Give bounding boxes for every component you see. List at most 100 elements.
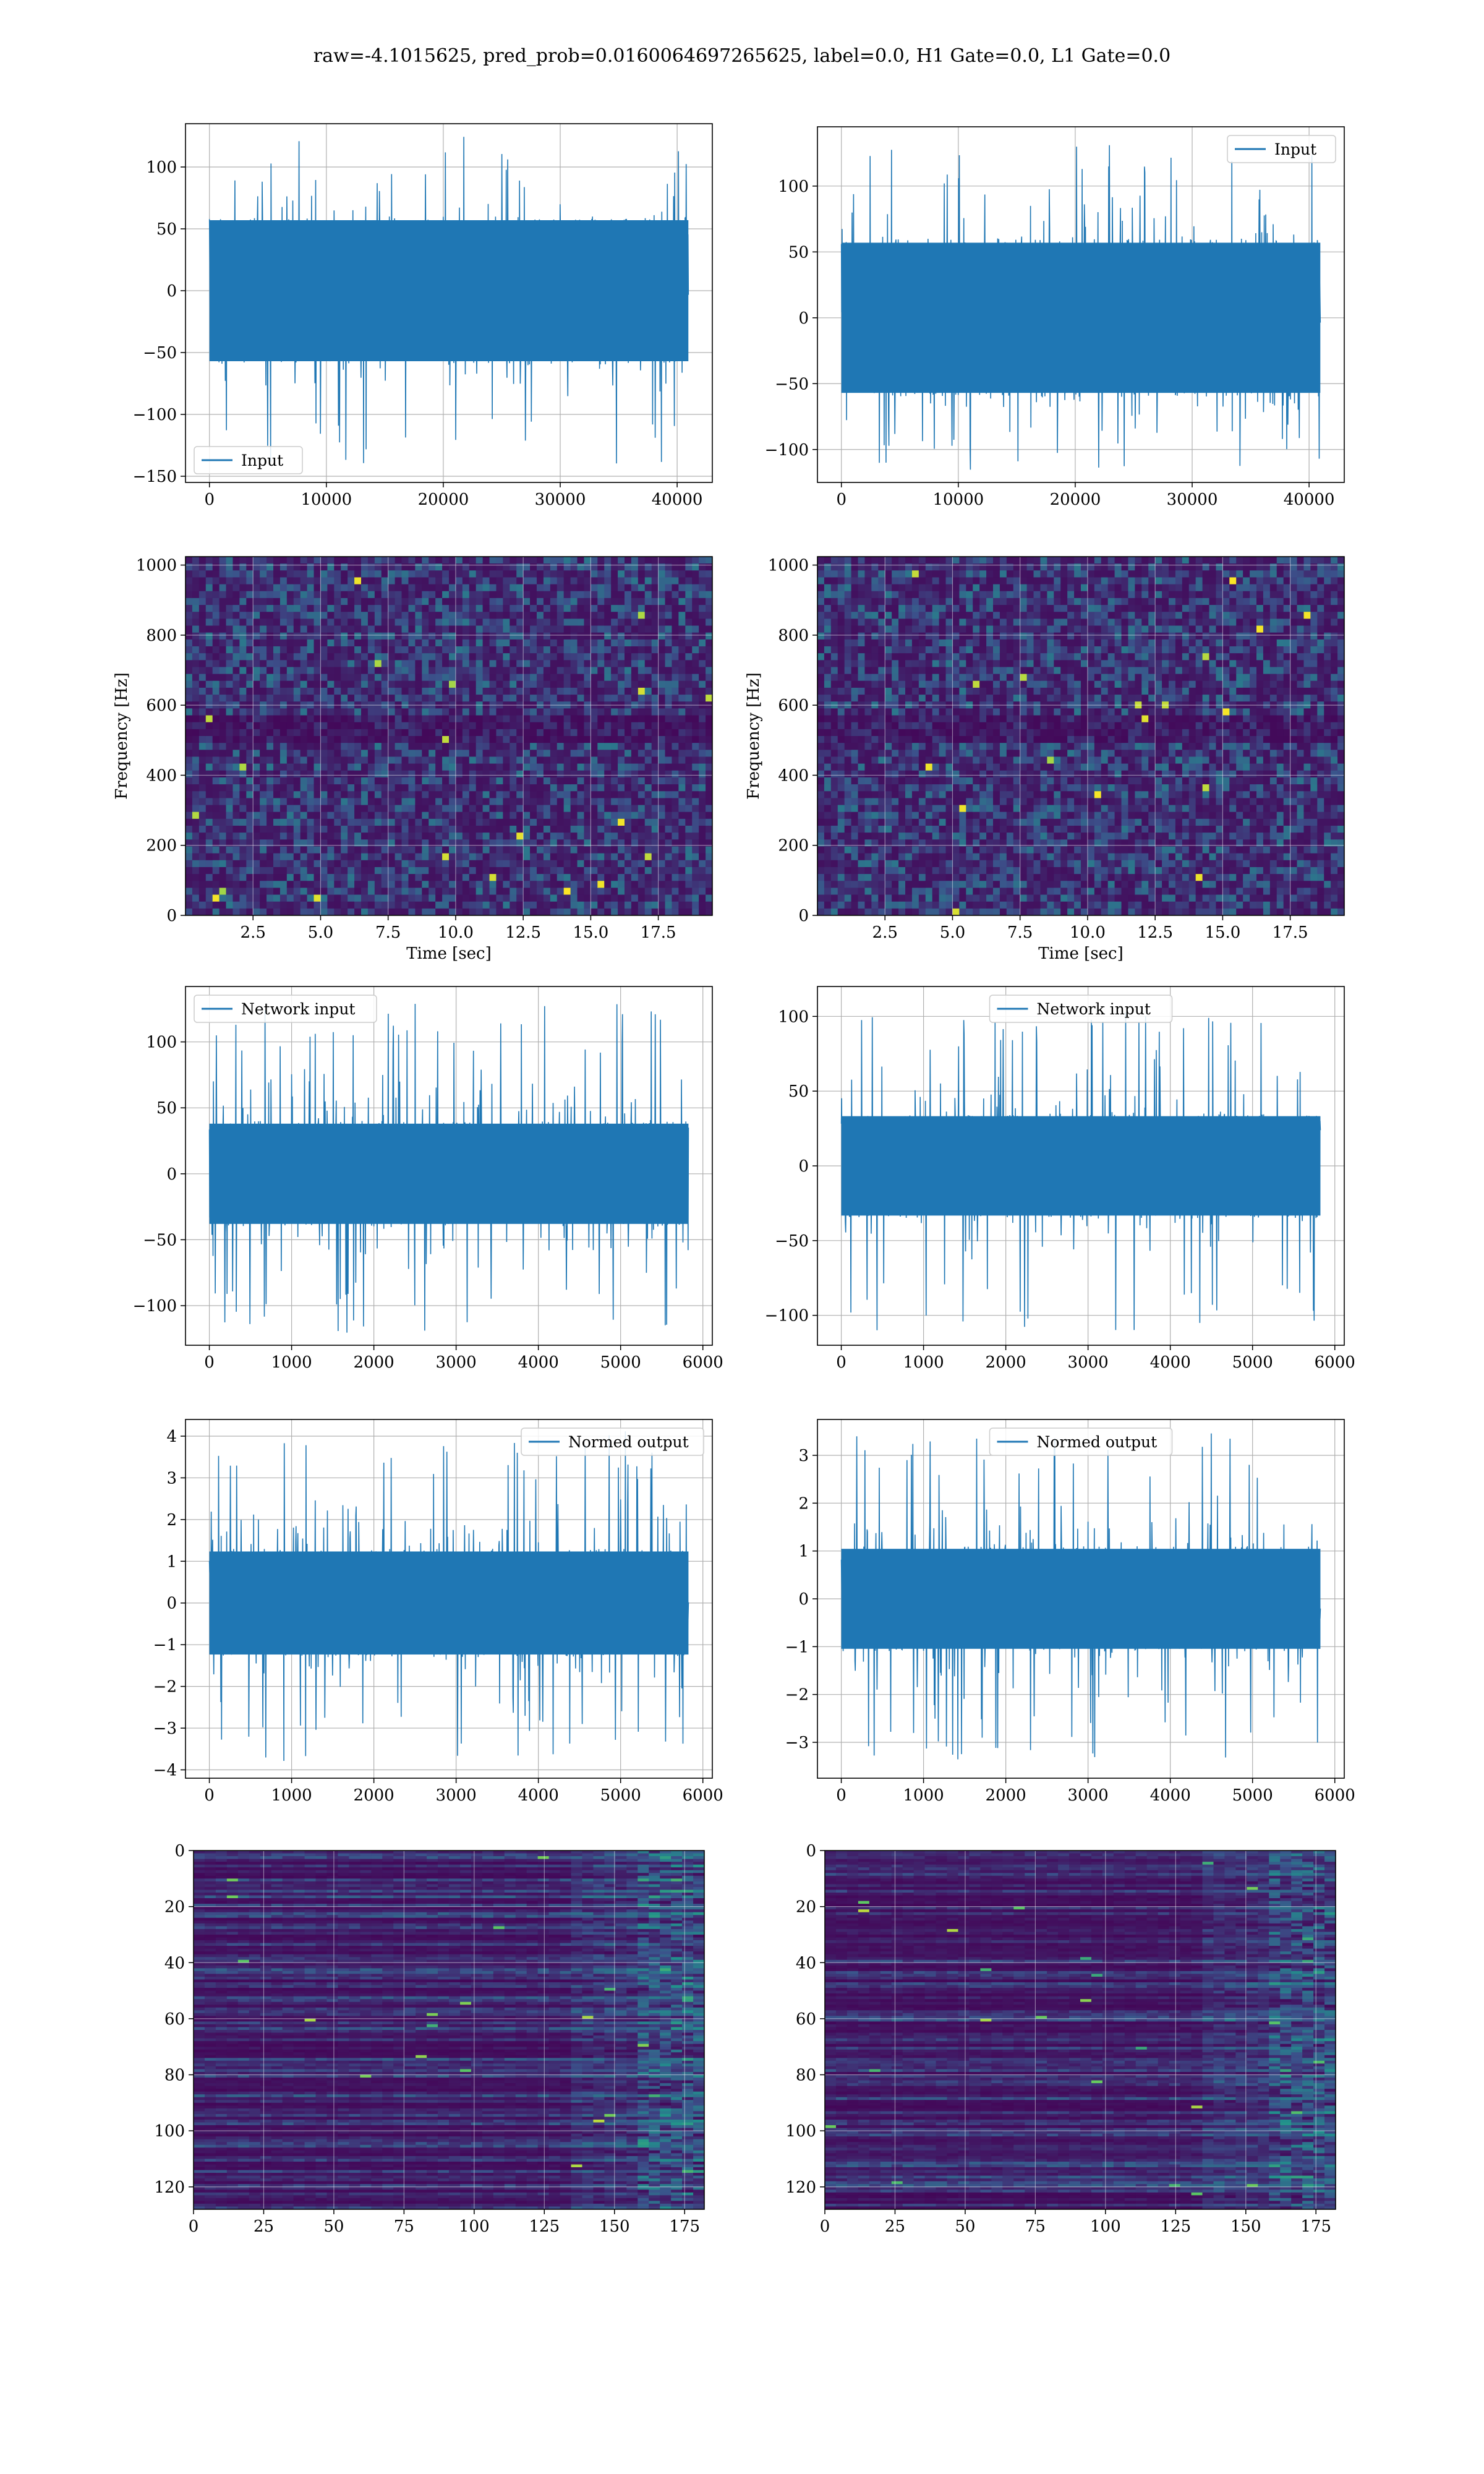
heatmap-cell [300, 881, 308, 888]
heatmap-cell [563, 695, 571, 702]
heatmap-cell [422, 833, 429, 840]
heatmap-cell [516, 805, 524, 813]
heatmap-cell [878, 791, 885, 798]
heatmap-cell [374, 798, 382, 806]
heatmap-cell [644, 853, 652, 861]
heatmap-cell [523, 701, 531, 709]
heatmap-cell [408, 591, 416, 599]
heatmap-cell [442, 750, 450, 758]
heatmap-cell [625, 584, 632, 592]
x-tick-label: 40000 [652, 490, 703, 509]
heatmap-cell [625, 557, 632, 564]
heatmap-cell [625, 770, 632, 778]
heatmap-cell [563, 743, 571, 750]
heatmap-cell [503, 777, 510, 785]
heatmap-cell [327, 791, 335, 798]
heatmap-cell [516, 563, 524, 571]
heatmap-cell [510, 584, 517, 592]
heatmap-cell [905, 881, 913, 888]
heatmap-cell [307, 639, 315, 647]
heatmap-cell [489, 674, 497, 682]
heatmap-cell [625, 618, 632, 627]
heatmap-cell [455, 660, 463, 668]
heatmap-cell [878, 646, 885, 654]
heatmap-cell [239, 660, 247, 668]
heatmap-cell [455, 763, 463, 771]
heatmap-cell [462, 736, 470, 743]
heatmap-cell [422, 770, 429, 778]
heatmap-cell [611, 818, 618, 826]
heatmap-cell [563, 894, 571, 902]
heatmap-cell [388, 784, 396, 792]
heatmap-cell [246, 798, 254, 806]
heatmap-cell [348, 680, 355, 688]
heatmap-cell [604, 908, 612, 915]
heatmap-cell [374, 715, 382, 723]
heatmap-cell [401, 612, 409, 619]
heatmap-cell [510, 777, 517, 785]
heatmap-cell [192, 791, 200, 798]
heatmap-cell [381, 674, 389, 682]
heatmap-cell [523, 625, 531, 633]
heatmap-cell [273, 867, 281, 875]
heatmap-cell [591, 736, 598, 743]
heatmap-cell [537, 618, 544, 627]
heatmap-cell [699, 846, 706, 854]
heatmap-cell [435, 736, 443, 743]
heatmap-cell [577, 584, 585, 592]
heatmap-cell [665, 908, 673, 915]
heatmap-cell [678, 612, 686, 619]
heatmap-cell [354, 798, 362, 806]
heatmap-cell [232, 791, 240, 798]
heatmap-cell [510, 736, 517, 743]
heatmap-cell [246, 770, 254, 778]
heatmap-cell [415, 818, 422, 826]
heatmap-cell [658, 674, 666, 682]
heatmap-cell [905, 605, 913, 612]
heatmap-cell [205, 853, 213, 861]
heatmap-cell [523, 839, 531, 847]
heatmap-cell [348, 708, 355, 716]
heatmap-cell [192, 763, 200, 771]
heatmap-cell [918, 660, 926, 668]
heatmap-cell [394, 695, 403, 702]
heatmap-cell [678, 591, 686, 599]
x-tick-label: 40000 [1284, 490, 1335, 509]
heatmap-cell [651, 908, 659, 915]
heatmap-cell [496, 687, 503, 695]
heatmap-cell [604, 881, 612, 888]
heatmap-cell [830, 674, 838, 682]
heatmap-cell [830, 557, 838, 564]
heatmap-cell [475, 653, 484, 661]
heatmap-cell [530, 763, 537, 771]
heatmap-cell [260, 680, 267, 688]
heatmap-cell [510, 818, 517, 826]
heatmap-cell [293, 888, 301, 896]
heatmap-cell [658, 612, 666, 619]
heatmap-cell [871, 729, 879, 737]
heatmap-cell [449, 750, 456, 758]
heatmap-cell [878, 908, 885, 915]
heatmap-cell [885, 888, 892, 896]
heatmap-cell [692, 563, 699, 571]
heatmap-cell [618, 798, 625, 806]
heatmap-cell [273, 777, 281, 785]
heatmap-cell [401, 736, 409, 743]
heatmap-cell [286, 570, 294, 578]
heatmap-cell [300, 625, 308, 633]
heatmap-cell [591, 597, 598, 606]
heatmap-cell [212, 687, 220, 695]
heatmap-cell [699, 618, 706, 627]
heatmap-cell [442, 715, 450, 723]
y-tick-label: 50 [788, 243, 809, 262]
heatmap-cell [665, 750, 673, 758]
heatmap-cell [817, 646, 825, 654]
heatmap-cell [381, 756, 389, 764]
heatmap-cell [348, 908, 355, 915]
heatmap-cell [618, 894, 625, 902]
heatmap-cell [503, 763, 510, 771]
heatmap-cell [449, 833, 456, 840]
heatmap-cell [354, 805, 362, 813]
heatmap-cell [381, 888, 389, 896]
heatmap-cell [273, 660, 281, 668]
